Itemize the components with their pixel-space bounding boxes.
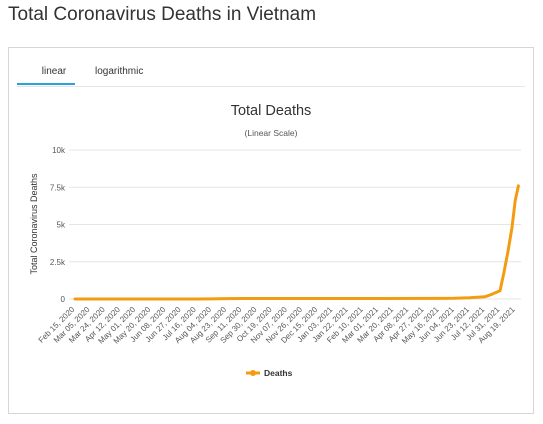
- series-deaths: [73, 184, 520, 301]
- grid: [69, 149, 521, 300]
- chart-panel: linear logarithmic Total Deaths (Linear …: [8, 47, 534, 414]
- y-axis-label: Total Coronavirus Deaths: [29, 173, 39, 275]
- y-axis-ticks: 0 2.5k 5k 7.5k 10k: [50, 146, 66, 304]
- chart-subtitle: (Linear Scale): [245, 128, 298, 138]
- page-title: Total Coronavirus Deaths in Vietnam: [8, 4, 317, 25]
- legend[interactable]: Deaths: [246, 368, 293, 378]
- series-line-deaths: [73, 184, 520, 301]
- y-tick-label: 5k: [57, 221, 66, 230]
- y-tick-label: 2.5k: [50, 258, 66, 267]
- y-tick-label: 7.5k: [50, 183, 66, 192]
- deaths-chart: Total Deaths (Linear Scale) Total Corona…: [29, 103, 521, 378]
- legend-label-deaths: Deaths: [264, 368, 293, 378]
- y-tick-label: 10k: [52, 146, 66, 155]
- active-tab-indicator: [17, 83, 75, 85]
- y-tick-label: 0: [61, 295, 66, 304]
- tab-logarithmic[interactable]: logarithmic: [95, 66, 144, 77]
- chart-title: Total Deaths: [231, 103, 312, 119]
- legend-marker: [250, 370, 256, 376]
- scale-tabs: linear logarithmic: [17, 60, 525, 87]
- tab-linear[interactable]: linear: [41, 66, 67, 77]
